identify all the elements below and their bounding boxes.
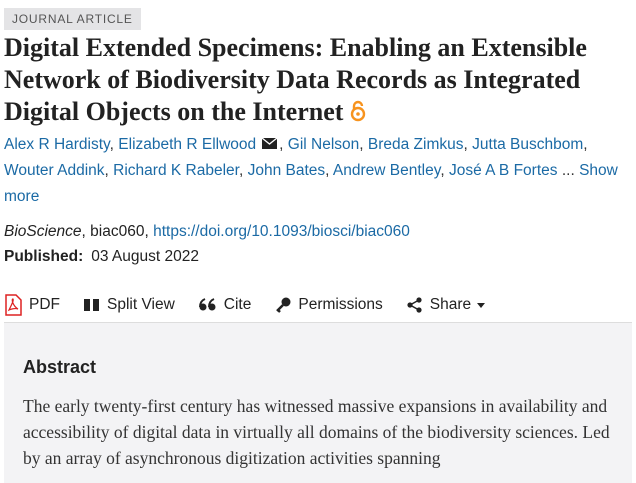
article-title: Digital Extended Specimens: Enabling an … bbox=[4, 32, 634, 128]
article-type-label: JOURNAL ARTICLE bbox=[4, 8, 141, 30]
author-link[interactable]: Breda Zimkus bbox=[367, 136, 464, 153]
author-link[interactable]: Jutta Buschbom bbox=[472, 136, 584, 153]
share-button[interactable]: Share bbox=[407, 296, 495, 314]
split-view-icon bbox=[84, 299, 99, 311]
separator: , bbox=[279, 136, 288, 153]
author-link[interactable]: John Bates bbox=[247, 162, 326, 179]
label: Split View bbox=[107, 296, 175, 313]
author-link[interactable]: Andrew Bentley bbox=[332, 162, 441, 179]
label: Cite bbox=[223, 296, 252, 313]
published: Published: 03 August 2022 bbox=[4, 246, 199, 268]
author-link[interactable]: Elizabeth R Ellwood bbox=[118, 136, 257, 153]
author-link[interactable]: Alex R Hardisty bbox=[4, 136, 110, 153]
pdf-icon bbox=[5, 294, 22, 316]
label: PDF bbox=[29, 296, 60, 313]
page: JOURNAL ARTICLE Digital Extended Specime… bbox=[4, 8, 634, 483]
toolbar: PDF Split View Cite Permissions Share bbox=[4, 294, 519, 316]
separator: , bbox=[238, 162, 248, 179]
separator: , bbox=[440, 162, 449, 179]
separator: , bbox=[109, 136, 119, 153]
separator: , bbox=[325, 162, 333, 179]
label: Share bbox=[429, 296, 472, 313]
separator: , bbox=[104, 162, 114, 179]
doi-link[interactable]: https://doi.org/10.1093/biosci/biac060 bbox=[153, 223, 410, 240]
author-link[interactable]: José A B Fortes bbox=[448, 162, 558, 179]
separator: , bbox=[583, 136, 588, 153]
email-icon[interactable] bbox=[261, 137, 279, 150]
ellipsis: ... bbox=[561, 162, 575, 179]
separator: , bbox=[144, 223, 154, 240]
published-label: Published: bbox=[4, 248, 84, 265]
permissions-button[interactable]: Permissions bbox=[275, 296, 383, 314]
published-date: 03 August 2022 bbox=[91, 248, 199, 265]
author-link[interactable]: Richard K Rabeler bbox=[113, 162, 239, 179]
separator: , bbox=[359, 136, 368, 153]
cite-button[interactable]: Cite bbox=[198, 296, 252, 314]
separator: , bbox=[81, 223, 91, 240]
key-icon bbox=[276, 297, 291, 313]
pdf-button[interactable]: PDF bbox=[4, 294, 60, 316]
citation: BioScience, biac060, https://doi.org/10.… bbox=[4, 221, 410, 243]
open-access-icon bbox=[350, 100, 366, 122]
show-more-link[interactable]: Show more bbox=[4, 162, 618, 205]
journal: BioScience bbox=[4, 223, 82, 240]
abstract-heading: Abstract bbox=[23, 357, 97, 377]
abstract-box: Abstract The early twenty-first century h… bbox=[4, 322, 632, 483]
author-list: Alex R Hardisty, Elizabeth R Ellwood, Gi… bbox=[4, 132, 632, 210]
separator: , bbox=[463, 136, 473, 153]
dropdown-caret bbox=[477, 303, 486, 308]
abstract-text: The early twenty-first century has witne… bbox=[23, 396, 610, 468]
author-link[interactable]: Gil Nelson bbox=[287, 136, 360, 153]
split-view-button[interactable]: Split View bbox=[84, 296, 175, 314]
title-text: Digital Extended Specimens: Enabling an … bbox=[4, 33, 587, 126]
article-id: biac060 bbox=[90, 223, 145, 240]
author-link[interactable]: Wouter Addink bbox=[4, 162, 105, 179]
label: Permissions bbox=[298, 296, 383, 313]
share-icon bbox=[407, 297, 422, 313]
cite-icon bbox=[198, 298, 216, 311]
